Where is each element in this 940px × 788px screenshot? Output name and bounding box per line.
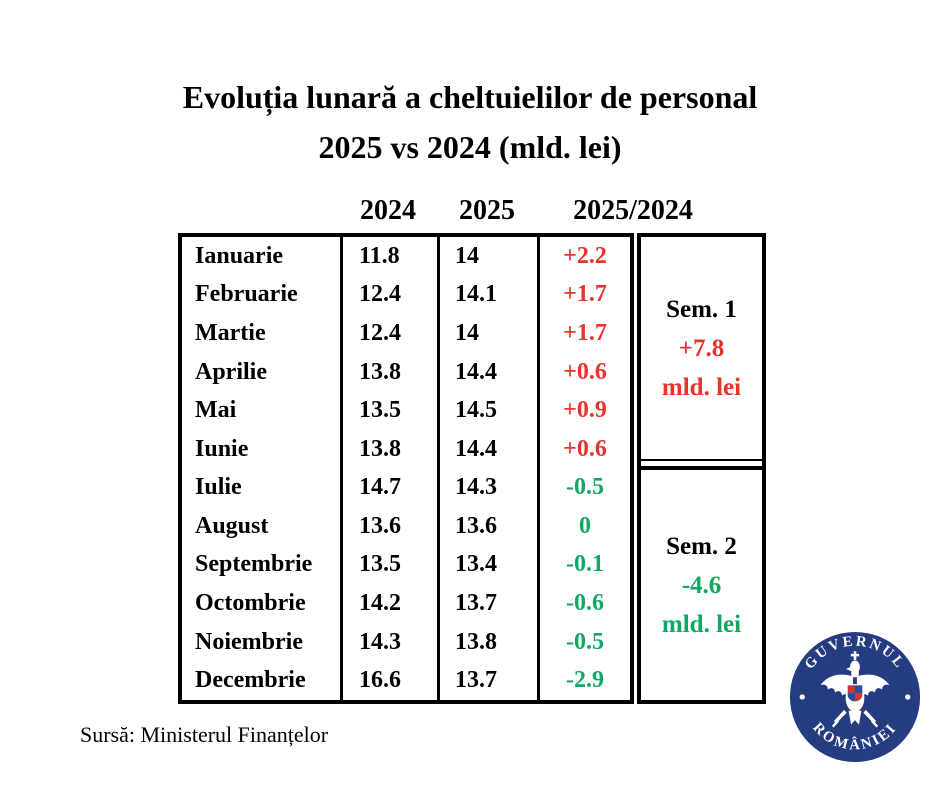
diff-cell: +0.6 [563, 358, 607, 385]
value-2024-cell: 14.7 [343, 468, 440, 508]
value-2025-cell: 13.4 [440, 545, 540, 585]
page-title: Evoluția lunară a cheltuielilor de perso… [0, 72, 940, 172]
month-cell: Noiembrie [182, 622, 343, 662]
value-2024-cell: 12.4 [343, 275, 440, 315]
month-cell: Iunie [182, 429, 343, 469]
sem1-value: +7.8 [678, 334, 725, 362]
diff-cell: -0.5 [566, 628, 604, 655]
semester-divider-thick [641, 466, 762, 470]
month-cell: Februarie [182, 275, 343, 315]
diff-cell: -2.9 [566, 667, 604, 694]
col-header-2025: 2025 [459, 195, 515, 226]
table-row: Octombrie 14.2 13.7 -0.6 [182, 584, 630, 623]
diff-cell: -0.6 [566, 589, 604, 616]
table-row: Mai 13.5 14.5 +0.9 [182, 391, 630, 430]
value-2024-cell: 13.5 [343, 545, 440, 585]
month-cell: Iulie [182, 468, 343, 508]
page-title-line1: Evoluția lunară a cheltuielilor de perso… [182, 79, 758, 115]
government-seal-icon: GUVERNUL ROMÂNIEI [789, 631, 921, 763]
shield-quarters-icon [847, 685, 863, 702]
col-header-ratio: 2025/2024 [573, 195, 693, 226]
value-2024-cell: 13.8 [343, 352, 440, 392]
value-2025-cell: 14 [440, 314, 540, 353]
sem2-label: Sem. 2 [666, 532, 737, 560]
value-2025-cell: 13.7 [440, 584, 540, 623]
sem1-label: Sem. 1 [666, 295, 737, 323]
value-2025-cell: 14.4 [440, 352, 540, 392]
table-row: Ianuarie 11.8 14 +2.2 [182, 237, 630, 276]
col-header-2024: 2024 [360, 195, 416, 226]
diff-cell: +2.2 [563, 242, 607, 269]
month-cell: Mai [182, 391, 343, 430]
table-row: Iulie 14.7 14.3 -0.5 [182, 468, 630, 508]
month-cell: Octombrie [182, 584, 343, 623]
value-2025-cell: 14.4 [440, 429, 540, 469]
semester-divider-thin [641, 459, 762, 461]
value-2024-cell: 12.4 [343, 314, 440, 353]
value-2024-cell: 13.6 [343, 507, 440, 546]
seal-right-dot-icon [905, 694, 911, 700]
value-2024-cell: 13.8 [343, 429, 440, 469]
sem2-cell: Sem. 2 -4.6 mld. lei [641, 470, 762, 700]
semester-divider-gap [641, 461, 762, 466]
diff-cell: -0.5 [566, 474, 604, 501]
diff-cell: -0.1 [566, 551, 604, 578]
source-caption: Sursă: Ministerul Finanțelor [80, 722, 329, 747]
month-cell: Ianuarie [182, 237, 343, 276]
value-2025-cell: 14.1 [440, 275, 540, 315]
sem1-unit: mld. lei [661, 373, 742, 401]
month-cell: Aprilie [182, 352, 343, 392]
month-cell: Martie [182, 314, 343, 353]
table-row: Iunie 13.8 14.4 +0.6 [182, 429, 630, 469]
table-row: Martie 12.4 14 +1.7 [182, 314, 630, 353]
value-2024-cell: 14.2 [343, 584, 440, 623]
table-row: Noiembrie 14.3 13.8 -0.5 [182, 622, 630, 662]
value-2024-cell: 14.3 [343, 622, 440, 662]
table-row: Septembrie 13.5 13.4 -0.1 [182, 545, 630, 585]
month-cell: Decembrie [182, 661, 343, 700]
page-title-line2: 2025 vs 2024 (mld. lei) [318, 129, 622, 165]
month-cell: August [182, 507, 343, 546]
value-2025-cell: 13.6 [440, 507, 540, 546]
guvernul-romaniei-logo: GUVERNUL ROMÂNIEI [786, 628, 924, 766]
semester-summary-box: Sem. 1 +7.8 mld. lei Sem. 2 -4.6 mld. le… [637, 233, 766, 704]
sem2-value: -4.6 [681, 571, 722, 599]
value-2024-cell: 13.5 [343, 391, 440, 430]
seal-left-dot-icon [799, 694, 805, 700]
table-row: Februarie 12.4 14.1 +1.7 [182, 275, 630, 315]
value-2025-cell: 14 [440, 237, 540, 276]
table-row: Aprilie 13.8 14.4 +0.6 [182, 352, 630, 392]
value-2025-cell: 14.5 [440, 391, 540, 430]
value-2025-cell: 13.8 [440, 622, 540, 662]
diff-cell: +1.7 [563, 319, 607, 346]
sem1-cell: Sem. 1 +7.8 mld. lei [641, 237, 762, 459]
month-cell: Septembrie [182, 545, 343, 585]
table-row: Decembrie 16.6 13.7 -2.9 [182, 661, 630, 700]
diff-cell: +0.6 [563, 435, 607, 462]
sem2-unit: mld. lei [661, 610, 742, 638]
value-2025-cell: 13.7 [440, 661, 540, 700]
monthly-table: Ianuarie 11.8 14 +2.2 Februarie 12.4 14.… [178, 233, 634, 704]
diff-cell: +1.7 [563, 281, 607, 308]
diff-cell: +0.9 [563, 397, 607, 424]
value-2025-cell: 14.3 [440, 468, 540, 508]
value-2024-cell: 11.8 [343, 237, 440, 276]
value-2024-cell: 16.6 [343, 661, 440, 700]
table-row: August 13.6 13.6 0 [182, 507, 630, 546]
diff-cell: 0 [579, 512, 591, 539]
